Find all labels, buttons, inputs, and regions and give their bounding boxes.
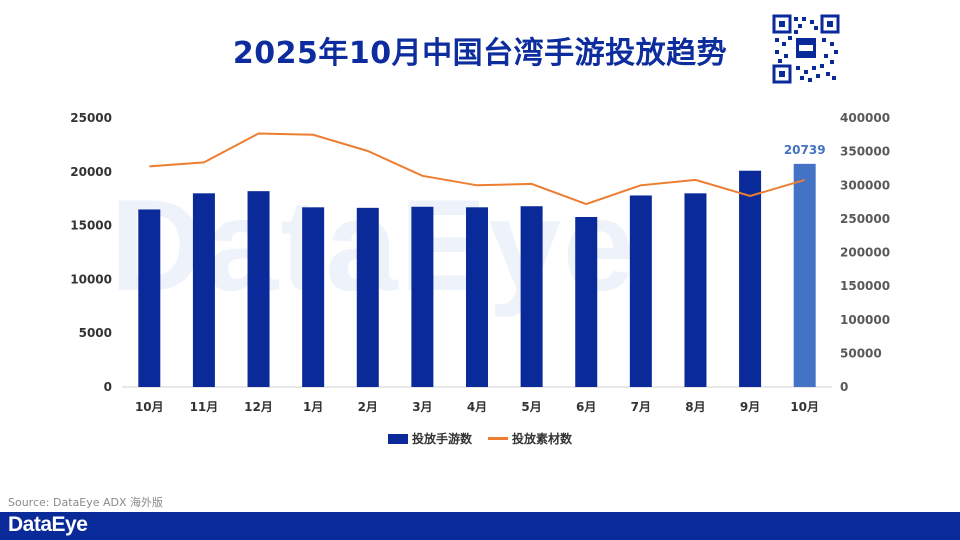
right-axis-tick-300000: 300000 <box>840 178 890 192</box>
left-axis-tick-15000: 15000 <box>70 219 112 233</box>
legend-bar-swatch <box>387 433 408 444</box>
right-axis-tick-100000: 100000 <box>840 313 890 327</box>
legend-line-label: 投放素材数 <box>512 432 573 446</box>
x-tick-label-10: 8月 <box>685 400 705 414</box>
qr-code-icon[interactable] <box>772 14 840 84</box>
left-axis-tick-0: 0 <box>104 380 112 394</box>
left-axis-tick-25000: 25000 <box>70 111 112 125</box>
bar-3-1月[interactable] <box>302 207 325 387</box>
bar-10-8月[interactable] <box>684 193 707 387</box>
right-axis-tick-200000: 200000 <box>840 246 890 260</box>
x-tick-label-4: 2月 <box>358 400 378 414</box>
legend-bar-label: 投放手游数 <box>411 432 472 446</box>
x-tick-label-8: 6月 <box>576 400 596 414</box>
line-series-投放素材数 <box>149 132 805 206</box>
bar-11-9月[interactable] <box>739 170 762 387</box>
bar-1-11月[interactable] <box>192 193 215 387</box>
right-axis-tick-0: 0 <box>840 380 848 394</box>
bar-6-4月[interactable] <box>466 207 488 387</box>
legend-item-line[interactable]: 投放素材数 <box>488 430 572 447</box>
bar-2-12月[interactable] <box>247 191 270 387</box>
data-label-highlight: 20739 <box>784 143 826 157</box>
right-axis-tick-50000: 50000 <box>840 346 882 360</box>
right-axis-tick-150000: 150000 <box>840 279 890 293</box>
left-axis-tick-20000: 20000 <box>70 165 112 179</box>
right-axis-tick-250000: 250000 <box>840 212 890 226</box>
left-axis-tick-10000: 10000 <box>70 272 112 286</box>
bar-0-10月[interactable] <box>138 209 161 387</box>
x-tick-label-7: 5月 <box>521 400 541 414</box>
legend-item-bar[interactable]: 投放手游数 <box>387 430 472 447</box>
x-tick-label-5: 3月 <box>412 400 432 414</box>
right-axis-tick-350000: 350000 <box>840 145 890 159</box>
bar-8-6月[interactable] <box>575 216 598 387</box>
left-axis-tick-5000: 5000 <box>79 326 112 340</box>
bar-9-7月[interactable] <box>629 195 652 387</box>
legend-line-swatch <box>488 437 508 440</box>
bar-12-10月[interactable] <box>793 163 816 387</box>
source-text: Source: DataEye ADX 海外版 <box>8 496 163 509</box>
x-tick-label-9: 7月 <box>631 400 651 414</box>
x-tick-label-12: 10月 <box>790 400 819 414</box>
x-tick-label-11: 9月 <box>740 400 760 414</box>
x-tick-label-6: 4月 <box>467 400 487 414</box>
legend: 投放手游数 投放素材数 <box>0 430 960 447</box>
footer-bar: DataEye <box>0 512 960 540</box>
x-tick-label-2: 12月 <box>244 400 273 414</box>
x-tick-label-0: 10月 <box>135 400 164 414</box>
footer-brand-logo: DataEye <box>8 513 88 536</box>
right-axis-tick-400000: 400000 <box>840 111 890 125</box>
bar-5-3月[interactable] <box>411 206 434 387</box>
x-tick-label-1: 11月 <box>190 400 219 414</box>
x-tick-label-3: 1月 <box>303 400 323 414</box>
bar-4-2月[interactable] <box>356 207 379 387</box>
bar-7-5月[interactable] <box>520 206 543 387</box>
page-title: 2025年10月中国台湾手游投放趋势 <box>232 36 728 71</box>
